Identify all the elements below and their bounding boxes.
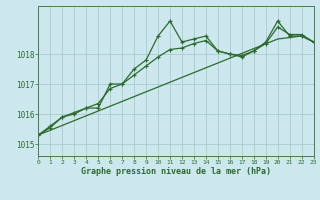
X-axis label: Graphe pression niveau de la mer (hPa): Graphe pression niveau de la mer (hPa)	[81, 167, 271, 176]
